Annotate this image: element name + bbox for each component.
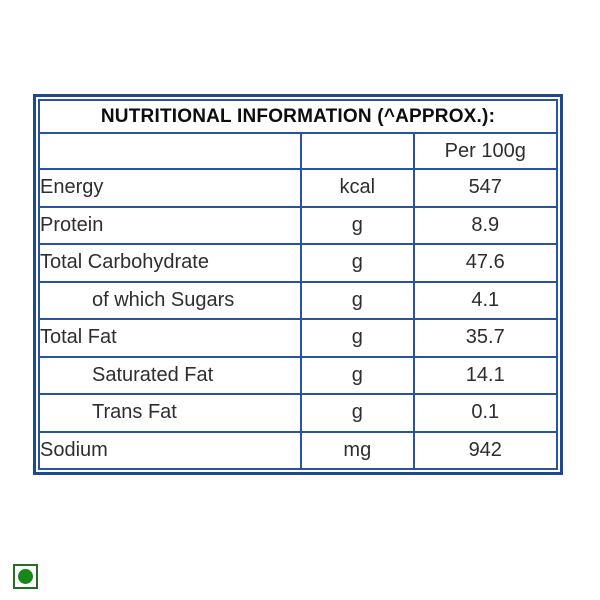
nutrient-label: Saturated Fat bbox=[37, 355, 303, 395]
veg-dot-icon bbox=[18, 569, 33, 584]
table-title-row: NUTRITIONAL INFORMATION (^APPROX.): bbox=[38, 99, 558, 134]
nutrient-label: Energy bbox=[37, 168, 303, 208]
nutrient-unit: mg bbox=[300, 430, 415, 470]
table-title: NUTRITIONAL INFORMATION (^APPROX.): bbox=[38, 99, 558, 134]
nutrient-value: 35.7 bbox=[412, 318, 558, 358]
nutrient-value: 14.1 bbox=[412, 355, 558, 395]
nutrient-value: 8.9 bbox=[412, 205, 558, 245]
nutrition-table: NUTRITIONAL INFORMATION (^APPROX.): Per … bbox=[37, 99, 558, 470]
table-header-row: Per 100g bbox=[37, 132, 558, 170]
header-label-cell bbox=[37, 132, 303, 170]
nutrient-unit: kcal bbox=[300, 168, 415, 208]
table-row: Saturated Fat g 14.1 bbox=[37, 355, 558, 395]
nutrient-label: Total Fat bbox=[37, 318, 303, 358]
vegetarian-mark bbox=[13, 564, 38, 589]
nutrient-unit: g bbox=[300, 393, 415, 433]
nutrient-value: 547 bbox=[412, 168, 558, 208]
nutrient-unit: g bbox=[300, 205, 415, 245]
nutrient-value: 47.6 bbox=[412, 243, 558, 283]
nutrition-table-container: NUTRITIONAL INFORMATION (^APPROX.): Per … bbox=[33, 94, 563, 475]
nutrient-label: Sodium bbox=[37, 430, 303, 470]
nutrient-unit: g bbox=[300, 318, 415, 358]
header-per-100g-cell: Per 100g bbox=[412, 132, 558, 170]
nutrient-value: 0.1 bbox=[412, 393, 558, 433]
table-row: Total Fat g 35.7 bbox=[37, 318, 558, 358]
table-body: Energy kcal 547 Protein g 8.9 Total Carb… bbox=[37, 168, 558, 470]
table-row: Trans Fat g 0.1 bbox=[37, 393, 558, 433]
header-unit-cell bbox=[300, 132, 415, 170]
nutrient-unit: g bbox=[300, 355, 415, 395]
table-row: Sodium mg 942 bbox=[37, 430, 558, 470]
nutrient-label: Trans Fat bbox=[37, 393, 303, 433]
nutrient-value: 4.1 bbox=[412, 280, 558, 320]
nutrient-label: of which Sugars bbox=[37, 280, 303, 320]
nutrient-label: Total Carbohydrate bbox=[37, 243, 303, 283]
nutrient-unit: g bbox=[300, 243, 415, 283]
table-row: of which Sugars g 4.1 bbox=[37, 280, 558, 320]
table-row: Protein g 8.9 bbox=[37, 205, 558, 245]
nutrient-unit: g bbox=[300, 280, 415, 320]
table-row: Energy kcal 547 bbox=[37, 168, 558, 208]
table-row: Total Carbohydrate g 47.6 bbox=[37, 243, 558, 283]
nutrient-label: Protein bbox=[37, 205, 303, 245]
nutrient-value: 942 bbox=[412, 430, 558, 470]
